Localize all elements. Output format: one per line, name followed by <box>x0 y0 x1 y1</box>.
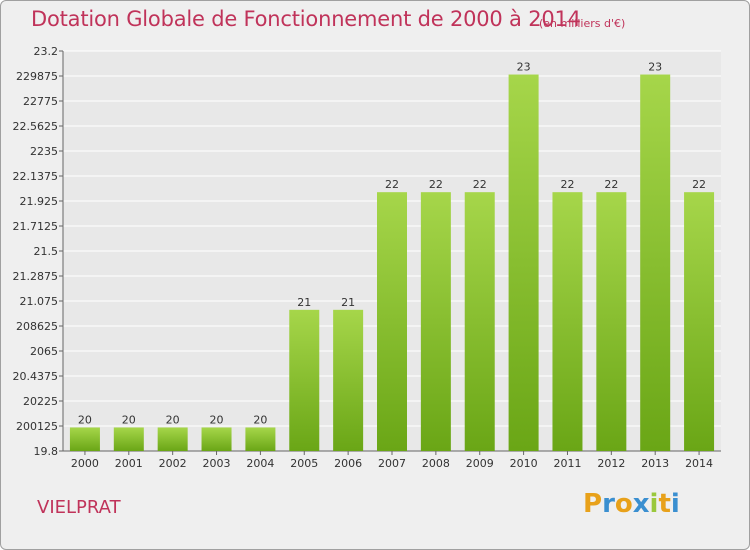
y-tick-label: 22775 <box>23 95 58 108</box>
logo-letter: i <box>670 489 680 519</box>
bar-value-label: 20 <box>166 413 180 426</box>
x-tick-label: 2009 <box>466 457 494 470</box>
bar <box>69 427 100 451</box>
bar <box>508 74 539 451</box>
bar-value-label: 22 <box>604 178 618 191</box>
y-tick-label: 208625 <box>16 320 58 333</box>
y-tick-label: 21.075 <box>20 295 59 308</box>
bar-value-label: 21 <box>341 296 355 309</box>
bar <box>333 309 364 451</box>
y-tick-label: 22.5625 <box>13 120 59 133</box>
bar-value-label: 22 <box>429 178 443 191</box>
bar-value-label: 22 <box>473 178 487 191</box>
bar <box>201 427 232 451</box>
bar-value-label: 21 <box>297 296 311 309</box>
y-tick-label: 21.2875 <box>13 270 59 283</box>
x-tick-label: 2008 <box>422 457 450 470</box>
bar <box>596 192 627 452</box>
bar <box>377 192 407 452</box>
place-name: VIELPRAT <box>37 497 121 518</box>
x-tick-label: 2013 <box>641 457 669 470</box>
bar-value-label: 22 <box>385 178 399 191</box>
bar-value-label: 20 <box>210 413 224 426</box>
bar-value-label: 20 <box>122 413 136 426</box>
bar-value-label: 22 <box>692 178 706 191</box>
bar <box>157 427 188 451</box>
x-tick-label: 2004 <box>246 457 274 470</box>
bar <box>113 427 144 451</box>
y-tick-label: 19.8 <box>34 445 59 458</box>
x-tick-label: 2000 <box>71 457 99 470</box>
x-tick-label: 2010 <box>510 457 538 470</box>
x-tick-label: 2014 <box>685 457 713 470</box>
bar <box>640 74 671 451</box>
y-tick-label: 2065 <box>30 345 58 358</box>
proxiti-logo: Proxiti <box>583 489 680 519</box>
x-tick-label: 2007 <box>378 457 406 470</box>
bar <box>420 192 451 452</box>
x-tick-label: 2006 <box>334 457 362 470</box>
bar <box>684 192 715 452</box>
x-tick-label: 2011 <box>553 457 581 470</box>
y-tick-label: 20.4375 <box>13 370 59 383</box>
bar <box>464 192 495 452</box>
y-tick-label: 21.7125 <box>13 220 59 233</box>
logo-letter: o <box>614 489 633 519</box>
logo-letter: x <box>632 489 650 519</box>
y-tick-label: 22.1375 <box>13 170 59 183</box>
x-tick-label: 2003 <box>203 457 231 470</box>
logo-letter: t <box>658 489 671 519</box>
bar-value-label: 23 <box>517 61 531 74</box>
x-tick-label: 2005 <box>290 457 318 470</box>
bar-value-label: 22 <box>560 178 574 191</box>
chart-unit: (en milliers d'€) <box>539 17 626 30</box>
bar <box>245 427 276 451</box>
x-tick-label: 2001 <box>115 457 143 470</box>
logo-letter: r <box>602 489 615 519</box>
y-tick-label: 23.2 <box>34 45 59 58</box>
bar <box>552 192 583 452</box>
logo-letter: P <box>583 489 603 519</box>
y-tick-label: 21.925 <box>20 195 59 208</box>
y-tick-label: 20225 <box>23 395 58 408</box>
chart-title: Dotation Globale de Fonctionnement de 20… <box>31 7 581 31</box>
x-tick-label: 2002 <box>159 457 187 470</box>
bar-value-label: 23 <box>648 61 662 74</box>
bar <box>289 309 320 451</box>
logo-letter: i <box>649 489 659 519</box>
y-tick-label: 2235 <box>30 145 58 158</box>
y-tick-label: 200125 <box>16 420 58 433</box>
y-tick-label: 229875 <box>16 70 58 83</box>
bar-value-label: 20 <box>78 413 92 426</box>
y-tick-label: 21.5 <box>34 245 59 258</box>
x-tick-label: 2012 <box>597 457 625 470</box>
bar-value-label: 20 <box>253 413 267 426</box>
